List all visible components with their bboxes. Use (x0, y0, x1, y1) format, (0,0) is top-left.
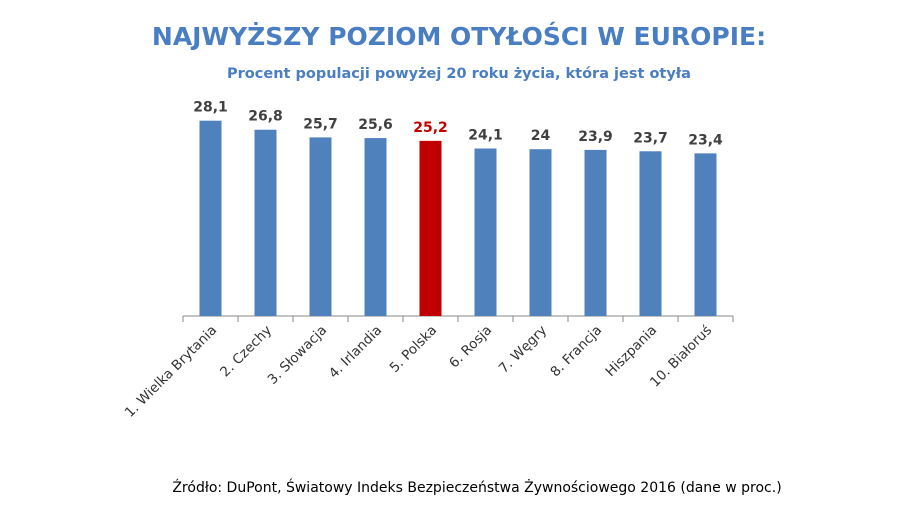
bar (199, 120, 222, 316)
value-label: 23,4 (688, 132, 723, 148)
value-label: 25,2 (413, 120, 448, 136)
chart-subtitle: Procent populacji powyżej 20 roku życia,… (227, 66, 691, 82)
value-label: 24,1 (468, 128, 503, 144)
bar (474, 148, 497, 316)
chart-title: NAJWYŻSZY POZIOM OTYŁOŚCI W EUROPIE: (152, 21, 766, 51)
bar (694, 153, 717, 316)
bar (419, 140, 442, 316)
value-label: 28,1 (193, 100, 228, 116)
value-label: 25,7 (303, 116, 338, 132)
x-tick-label: 5. Polska (387, 322, 441, 376)
x-tick-label: 8. Francja (547, 322, 605, 380)
x-tick-label: 7. Węgry (496, 322, 550, 376)
x-tick-label: 1. Wielka Brytania (122, 322, 220, 420)
x-tick-label: 2. Czechy (217, 322, 275, 380)
bar (639, 151, 662, 316)
bar (309, 137, 332, 316)
bar (584, 149, 607, 316)
value-label: 24 (531, 128, 551, 144)
x-tick-label: 6. Rosja (446, 322, 495, 371)
x-tick-label: 4. Irlandia (326, 322, 385, 381)
source-note: Źródło: DuPont, Światowy Indeks Bezpiecz… (172, 478, 781, 496)
value-label: 23,9 (578, 129, 613, 145)
value-label: 23,7 (633, 130, 668, 146)
x-tick-label: 3. Słowacja (265, 322, 330, 387)
value-label: 25,6 (358, 117, 393, 133)
bar (529, 149, 552, 316)
bar (364, 138, 387, 316)
value-label: 26,8 (248, 109, 283, 125)
bar (254, 129, 277, 316)
x-tick-label: Hiszpania (603, 322, 661, 380)
